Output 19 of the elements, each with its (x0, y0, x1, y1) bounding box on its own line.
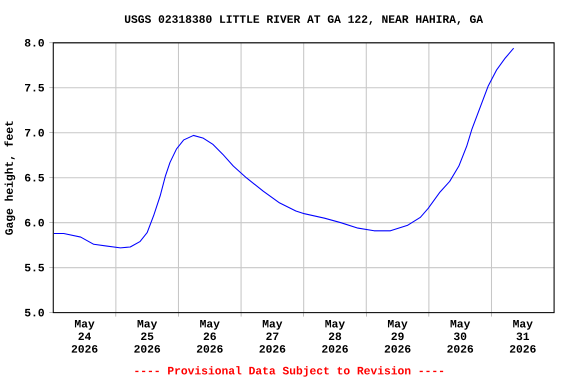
x-tick-label: May 30 2026 (447, 320, 474, 353)
x-tick-label: May 26 2026 (196, 320, 223, 353)
x-tick-label: May 28 2026 (322, 320, 348, 353)
text: ---- Provisional Data Subject to Revision ---- (135, 366, 444, 377)
x-tick-label: May 31 2026 (510, 320, 536, 353)
y-axis-title: Gage height, feet (4, 121, 16, 235)
y-tick-label: 5.0 (24, 308, 44, 316)
chart-title: USGS 02318380 LITTLE RIVER AT GA 122, NEAR HAHIRA, GA (124, 15, 484, 25)
y-tick-label: 7.0 (25, 128, 44, 136)
y-tick-label: 6.0 (24, 218, 44, 226)
y-tick-label: 7.5 (25, 84, 44, 92)
y-tick-label: 5.5 (24, 264, 44, 272)
y-tick-label: 8.0 (24, 38, 44, 46)
x-tick-label: May 24 2026 (72, 320, 98, 353)
x-tick-label: May 25 2026 (134, 320, 160, 353)
line-series (53, 48, 514, 248)
x-tick-label: May 27 2026 (260, 320, 286, 353)
x-tick-label: May 29 2026 (384, 320, 410, 353)
y-tick-label: 6.5 (24, 174, 44, 182)
